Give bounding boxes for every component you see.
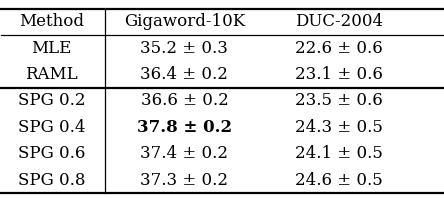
- Text: 37.3 ± 0.2: 37.3 ± 0.2: [140, 172, 228, 189]
- Text: 36.4 ± 0.2: 36.4 ± 0.2: [140, 66, 228, 83]
- Text: MLE: MLE: [32, 40, 72, 57]
- Text: Method: Method: [19, 13, 84, 30]
- Text: SPG 0.2: SPG 0.2: [18, 92, 85, 109]
- Text: 35.2 ± 0.3: 35.2 ± 0.3: [140, 40, 228, 57]
- Text: SPG 0.4: SPG 0.4: [18, 119, 85, 136]
- Text: 37.4 ± 0.2: 37.4 ± 0.2: [140, 145, 228, 162]
- Text: 24.3 ± 0.5: 24.3 ± 0.5: [295, 119, 383, 136]
- Text: 24.6 ± 0.5: 24.6 ± 0.5: [295, 172, 383, 189]
- Text: 23.1 ± 0.6: 23.1 ± 0.6: [295, 66, 383, 83]
- Text: 37.8 ± 0.2: 37.8 ± 0.2: [137, 119, 232, 136]
- Text: Gigaword-10K: Gigaword-10K: [124, 13, 245, 30]
- Text: 24.1 ± 0.5: 24.1 ± 0.5: [295, 145, 383, 162]
- Text: SPG 0.6: SPG 0.6: [18, 145, 85, 162]
- Text: DUC-2004: DUC-2004: [295, 13, 383, 30]
- Text: 22.6 ± 0.6: 22.6 ± 0.6: [295, 40, 383, 57]
- Text: 23.5 ± 0.6: 23.5 ± 0.6: [295, 92, 383, 109]
- Text: SPG 0.8: SPG 0.8: [18, 172, 85, 189]
- Text: 36.6 ± 0.2: 36.6 ± 0.2: [140, 92, 228, 109]
- Text: RAML: RAML: [25, 66, 78, 83]
